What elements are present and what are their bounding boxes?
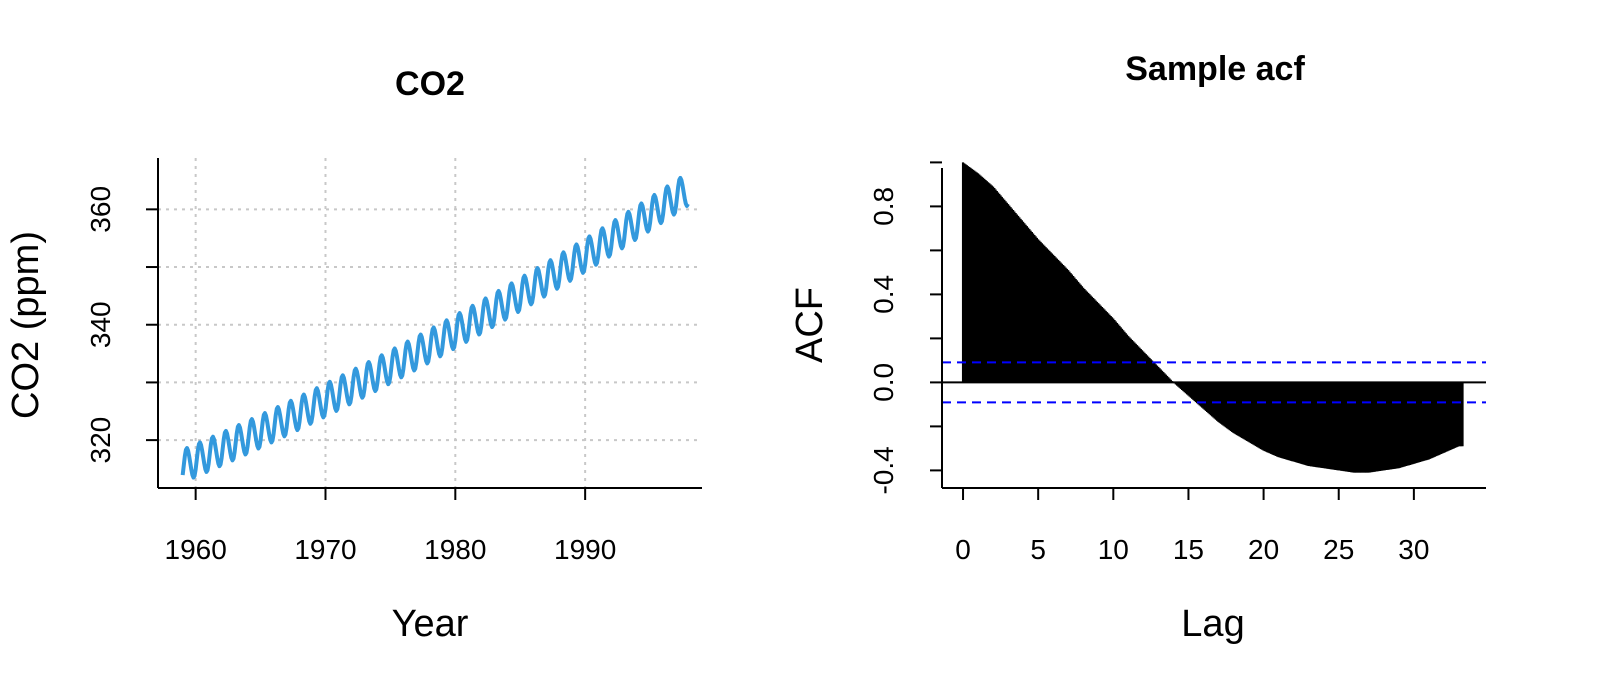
co2-x-axis-label: Year xyxy=(392,603,469,645)
acf-y-tick-label: 0.4 xyxy=(868,275,899,314)
co2-y-tick-label: 320 xyxy=(85,417,116,464)
co2-y-axis-label: CO2 (ppm) xyxy=(5,231,47,419)
co2-chart-title: CO2 xyxy=(395,65,465,103)
acf-x-tick-label: 25 xyxy=(1323,534,1354,565)
acf-x-tick-label: 0 xyxy=(955,534,971,565)
co2-x-tick-label: 1970 xyxy=(294,534,356,565)
co2-panel: CO2 1960 1970 1980 1990 320 340 360 Year CO2 (… xyxy=(5,65,702,645)
acf-chart-title: Sample acf xyxy=(1125,50,1305,88)
acf-bars xyxy=(961,162,1464,473)
co2-gridlines xyxy=(158,158,702,488)
co2-x-tick-label: 1990 xyxy=(554,534,616,565)
co2-axes: 1960 1970 1980 1990 320 340 360 xyxy=(85,158,702,565)
acf-x-tick-label: 5 xyxy=(1030,534,1046,565)
co2-x-tick-label: 1980 xyxy=(424,534,486,565)
co2-x-tick-label: 1960 xyxy=(165,534,227,565)
acf-y-tick-label: -0.4 xyxy=(868,446,899,494)
acf-x-tick-label: 15 xyxy=(1173,534,1204,565)
acf-panel: Sample acf 0 5 10 15 20 25 30 -0.4 0.0 0.4 0.8 Lag… xyxy=(789,50,1486,645)
co2-y-tick-label: 340 xyxy=(85,301,116,348)
acf-y-tick-label: 0.8 xyxy=(868,187,899,226)
co2-series-line xyxy=(180,175,690,480)
acf-x-axis-label: Lag xyxy=(1181,603,1244,645)
acf-axes: 0 5 10 15 20 25 30 -0.4 0.0 0.4 0.8 xyxy=(868,161,1486,565)
acf-x-tick-label: 10 xyxy=(1098,534,1129,565)
acf-y-tick-label: 0.0 xyxy=(868,363,899,402)
acf-y-axis-label: ACF xyxy=(789,287,831,363)
co2-y-tick-label: 360 xyxy=(85,186,116,233)
acf-x-tick-label: 30 xyxy=(1398,534,1429,565)
acf-x-tick-label: 20 xyxy=(1248,534,1279,565)
